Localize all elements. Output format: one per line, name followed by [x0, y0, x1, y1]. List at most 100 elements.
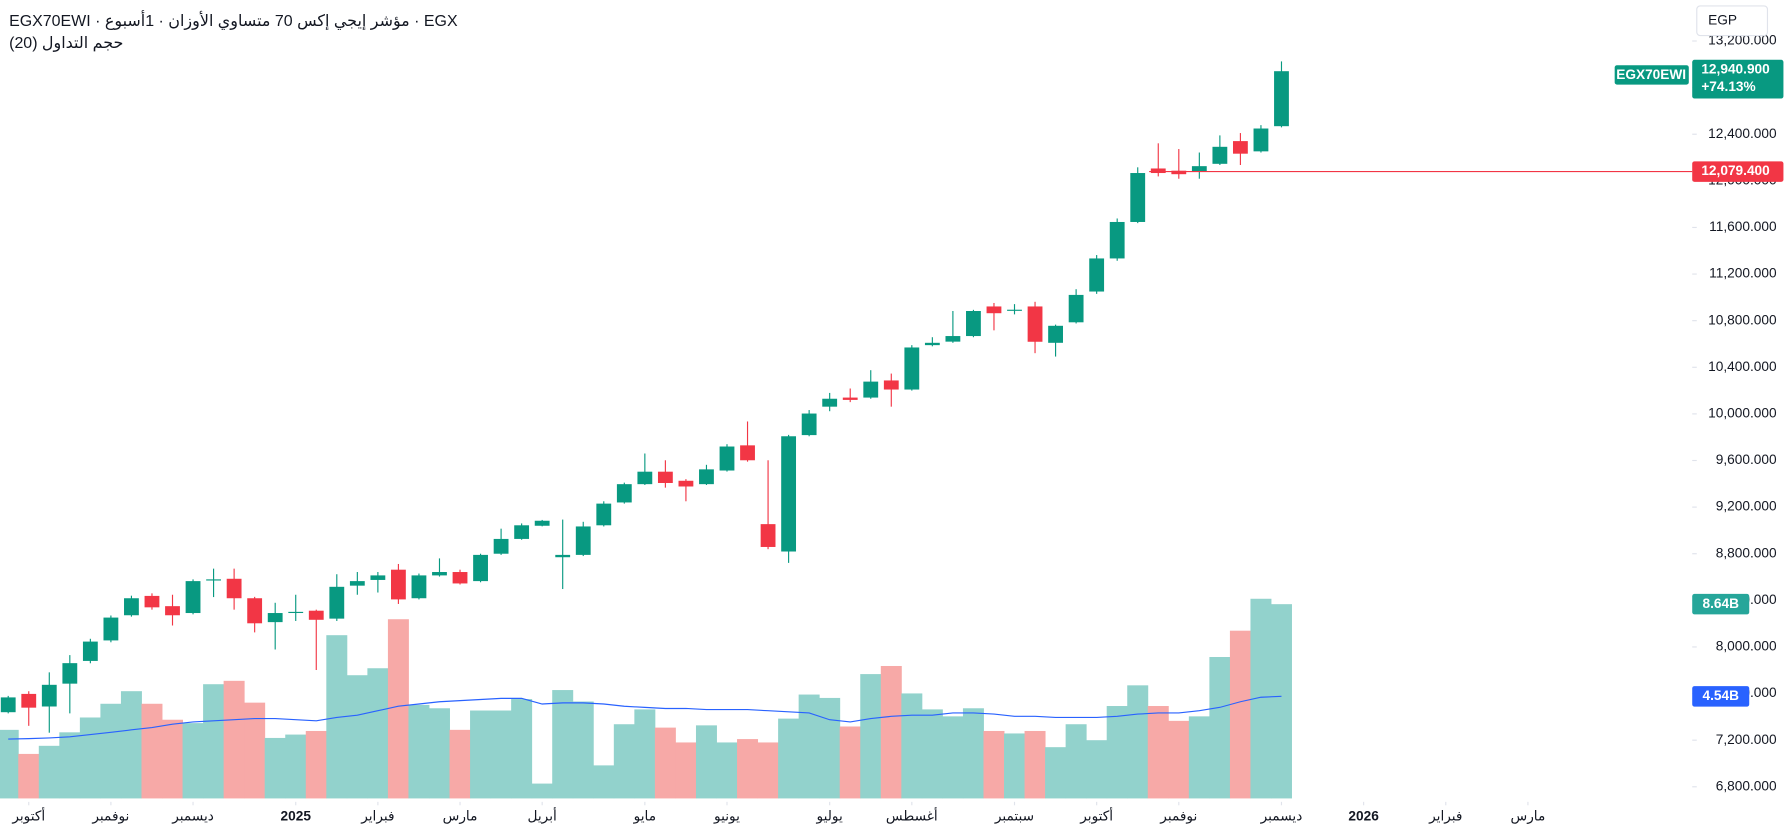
ma-label-box [1692, 686, 1750, 707]
candle-body [657, 471, 673, 483]
candle-body [1130, 173, 1146, 222]
volume-bar [921, 709, 943, 799]
volume-bar [860, 674, 882, 799]
candle-body [616, 484, 632, 503]
x-tick-label: مايو [633, 808, 656, 824]
candle-body [1191, 166, 1207, 172]
candle-body [226, 578, 242, 599]
x-tick-label: ديسمبر [171, 808, 214, 824]
candle-body [1171, 170, 1187, 175]
candle-body [596, 503, 612, 526]
candle-body [945, 336, 961, 342]
volume-bar [100, 703, 122, 799]
volume-bar [531, 783, 553, 799]
currency-button[interactable]: EGP [1696, 5, 1769, 37]
x-tick-label: يوليو [816, 808, 843, 824]
volume-bar [223, 680, 245, 799]
candle-body [1048, 325, 1063, 343]
currency-button-box[interactable] [1696, 5, 1769, 37]
x-tick-label: أكتوبر [1079, 806, 1113, 824]
ma-label: 4.54B [1702, 688, 1739, 703]
y-tick-label: 13,200.000 [1708, 33, 1777, 48]
volume-bar [1229, 630, 1251, 799]
x-tick-label: أكتوبر [11, 806, 45, 824]
volume-bar [1024, 730, 1046, 799]
x-tick-label: أغسطس [886, 806, 938, 824]
volume-bar [59, 732, 81, 799]
volume-bar [695, 725, 717, 799]
series-name-box [1614, 65, 1689, 85]
candle-body [247, 598, 263, 624]
candle-body [801, 413, 817, 436]
candle-body [1068, 294, 1084, 323]
candle-body [1027, 306, 1043, 342]
volume-bar [737, 739, 759, 799]
y-tick-label: 11,200.000 [1709, 266, 1777, 281]
candle-body [432, 572, 447, 576]
currency-button-label[interactable]: EGP [1708, 12, 1737, 27]
volume-pane [0, 598, 1292, 799]
candle-body [555, 554, 571, 558]
volume-bar [880, 665, 902, 799]
volume-bar [18, 753, 40, 799]
candle-body [637, 471, 653, 485]
x-tick-label: 2026 [1348, 808, 1379, 823]
candle-body [904, 347, 920, 390]
y-tick-label: 8,000.000 [1716, 639, 1777, 654]
volume-bar [511, 699, 533, 799]
candle-body [1253, 128, 1269, 152]
candle-body [1212, 146, 1228, 164]
volume-bar [839, 726, 861, 799]
volume-bar [1127, 685, 1149, 799]
volume-label-box [1692, 593, 1750, 615]
volume-bar [387, 619, 409, 799]
volume-bar [120, 691, 142, 799]
volume-bar [1147, 706, 1169, 799]
volume-bar [490, 710, 512, 799]
candle-body [842, 397, 858, 400]
candle-body [21, 693, 37, 708]
candle-body [144, 595, 160, 608]
volume-bar [162, 719, 183, 799]
volume-bar [572, 701, 594, 799]
volume-bar [901, 693, 923, 799]
volume-bar [798, 694, 820, 799]
x-tick-label: أبريل [528, 806, 558, 824]
volume-bar [1004, 733, 1025, 799]
candle-body [329, 586, 345, 619]
volume-bar [634, 709, 656, 799]
y-tick-label: 7,200.000 [1716, 732, 1777, 747]
volume-bar [962, 708, 984, 799]
volume-bar [203, 684, 225, 799]
volume-bar [0, 729, 19, 799]
candle-body [1150, 168, 1166, 174]
candle-body [370, 575, 386, 580]
volume-bar [449, 729, 471, 799]
volume-bar [716, 742, 738, 799]
volume-bar [1270, 604, 1292, 799]
volume-bar [38, 745, 60, 799]
candle-body [124, 598, 139, 616]
chart-title: EGX70EWI · مؤشر إيجي إكس 70 متساوي الأوز… [9, 10, 458, 31]
candle-body [165, 606, 180, 616]
y-tick-label: 6,800.000 [1716, 778, 1777, 793]
volume-bar [305, 730, 327, 799]
candle-body [1274, 71, 1289, 127]
candle-body [82, 641, 98, 661]
volume-bar [346, 675, 368, 799]
candle-body [822, 398, 838, 407]
candle-body [863, 381, 879, 398]
last-price-box [1692, 59, 1784, 99]
volume-bar [819, 697, 841, 799]
volume-bar [1106, 706, 1128, 799]
volume-subtitle: حجم التداول (20) [9, 35, 123, 53]
volume-ma-line [8, 695, 1282, 740]
candle-body [719, 446, 735, 471]
volume-bar [470, 710, 492, 799]
volume-bar [1209, 657, 1231, 799]
candle-body [699, 469, 714, 485]
volume-bar [675, 742, 697, 799]
candle-body [781, 436, 797, 552]
candle-body [41, 684, 57, 707]
x-tick-label: ديسمبر [1260, 808, 1303, 824]
